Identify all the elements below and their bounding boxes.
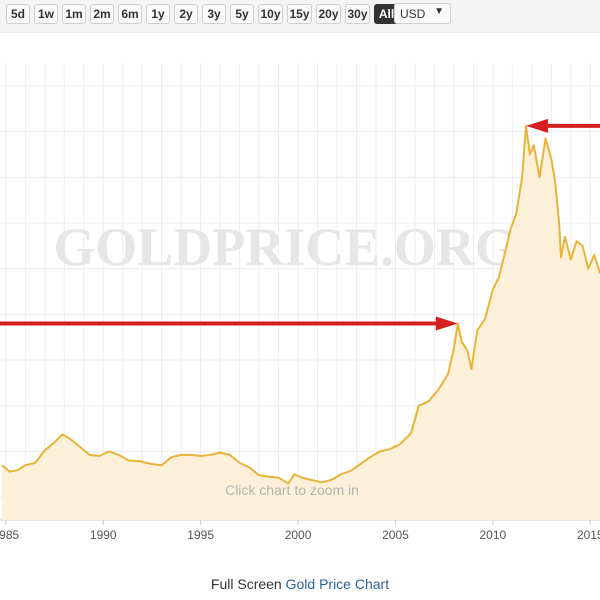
annotation-arrow: [0, 316, 458, 331]
gold-price-chart-link[interactable]: Gold Price Chart: [285, 576, 390, 592]
currency-select[interactable]: USD ▼: [394, 3, 451, 24]
x-tick-label: 1990: [90, 528, 117, 542]
x-tick-label: 2015: [577, 528, 600, 542]
range-button-1y[interactable]: 1y: [146, 4, 170, 24]
annotation-arrows: [0, 118, 600, 331]
price-line: [1, 124, 600, 485]
range-button-5y[interactable]: 5y: [230, 4, 254, 24]
range-button-30y[interactable]: 30y: [345, 4, 370, 24]
range-button-3y[interactable]: 3y: [202, 4, 226, 24]
x-tick-label: 2005: [382, 528, 409, 542]
chevron-down-icon: ▼: [434, 6, 444, 17]
range-button-15y[interactable]: 15y: [287, 4, 312, 24]
x-tick-label: 1985: [0, 528, 20, 542]
range-button-1m[interactable]: 1m: [62, 4, 86, 24]
x-tick-label: 2000: [285, 528, 312, 542]
annotation-arrow: [525, 118, 600, 133]
footer: Full Screen Gold Price Chart: [0, 576, 600, 592]
range-button-2m[interactable]: 2m: [90, 4, 114, 24]
arrow-head: [525, 118, 548, 133]
x-axis-tick-labels: 1985 1990 1995 2000 2005 2010 2015: [0, 520, 600, 542]
arrow-head: [435, 316, 458, 331]
footer-prefix: Full Screen: [210, 576, 282, 592]
range-button-20y[interactable]: 20y: [316, 4, 341, 24]
currency-label: USD: [400, 7, 426, 21]
x-tick-label: 2010: [480, 528, 507, 542]
range-button-2y[interactable]: 2y: [174, 4, 198, 24]
chart-grid: [0, 63, 600, 521]
price-area-fill: [1, 125, 600, 521]
range-toolbar: 5d 1w 1m 2m 6m 1y 2y 3y 5y 10y 15y 20y 30y All USD ▼: [0, 0, 600, 33]
range-button-10y[interactable]: 10y: [258, 4, 283, 24]
range-button-1w[interactable]: 1w: [34, 4, 58, 24]
range-button-5d[interactable]: 5d: [6, 4, 30, 24]
x-tick-label: 1995: [187, 528, 214, 542]
zoom-hint: Click chart to zoom in: [225, 482, 359, 498]
gold-price-chart[interactable]: GOLDPRICE.ORG 1985 1990 1995 2000 2005 2010 20…: [0, 33, 600, 573]
watermark: GOLDPRICE.ORG: [53, 217, 517, 277]
range-button-6m[interactable]: 6m: [118, 4, 142, 24]
